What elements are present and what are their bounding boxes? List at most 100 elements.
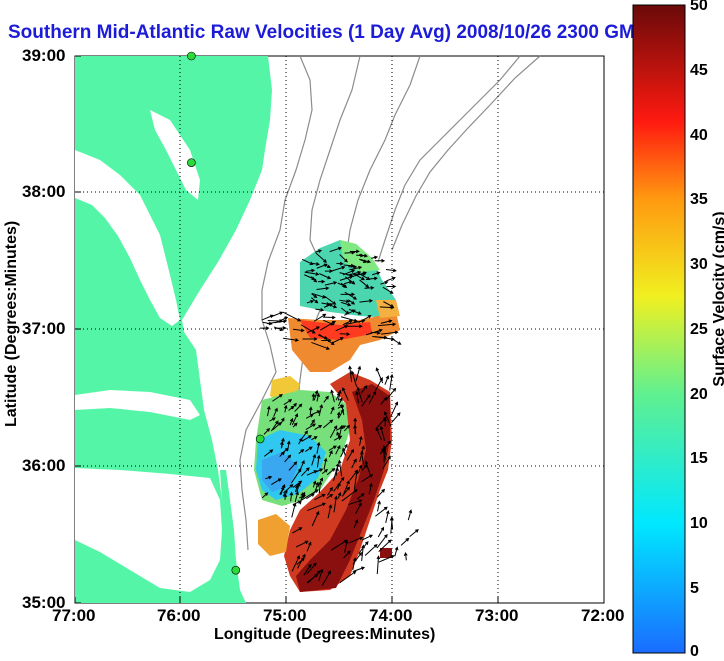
velocity-arrow — [339, 570, 357, 584]
velocity-arrow — [312, 480, 317, 488]
velocity-arrow — [383, 417, 388, 427]
velocity-arrow — [323, 395, 329, 403]
velocity-arrow — [291, 413, 299, 426]
velocity-arrow — [346, 448, 354, 461]
velocity-arrow — [302, 337, 318, 341]
map-title: Southern Mid-Atlantic Raw Velocities (1 … — [8, 22, 647, 43]
velocity-arrow — [314, 468, 324, 473]
bay-arm-north — [150, 110, 200, 200]
velocity-arrow — [330, 406, 335, 415]
velocity-arrow — [360, 384, 368, 394]
radar-station-marker — [231, 565, 241, 575]
velocity-arrow — [314, 493, 326, 501]
velocity-arrow — [386, 276, 396, 282]
velocity-arrow — [378, 554, 395, 563]
velocity-arrow — [327, 303, 338, 309]
velocity-arrow — [308, 406, 313, 415]
velocity-arrow — [318, 334, 329, 340]
velocity-arrow — [377, 526, 385, 538]
velocity-arrow — [296, 557, 305, 565]
velocity-arrow — [340, 292, 356, 297]
velocity-arrow — [275, 316, 289, 324]
velocity-arrow — [310, 419, 315, 426]
velocity-arrow — [407, 509, 413, 521]
velocity-arrow — [313, 313, 327, 322]
velocity-arrow — [260, 326, 270, 330]
velocity-arrow — [382, 286, 394, 294]
velocity-arrow — [326, 494, 334, 499]
velocity-arrow — [273, 326, 284, 332]
pamlico-sound — [75, 468, 222, 592]
velocity-arrow — [304, 274, 316, 281]
velocity-arrow — [344, 539, 349, 553]
velocity-arrow — [314, 424, 323, 431]
bathymetry-contours — [239, 55, 541, 551]
velocity-arrow — [272, 394, 283, 402]
velocity-arrow — [283, 399, 293, 406]
velocity-arrow — [305, 423, 317, 430]
velocity-arrow — [269, 417, 276, 422]
velocity-arrow — [394, 546, 399, 557]
colorbar-tick-label: 10 — [690, 515, 708, 532]
x-tick-label: 75:00 — [263, 606, 307, 625]
velocity-arrow — [273, 407, 278, 417]
velocity-arrow — [349, 249, 360, 254]
velocity-arrow — [331, 337, 344, 344]
velocity-arrow — [342, 480, 350, 496]
colorbar-tick-label: 20 — [690, 386, 708, 403]
velocity-arrow — [311, 393, 316, 401]
velocity-arrow — [322, 315, 336, 320]
velocity-arrow — [304, 446, 313, 452]
velocity-arrow — [378, 539, 392, 553]
velocity-arrow — [323, 457, 328, 470]
velocity-arrow — [340, 282, 348, 289]
velocity-arrow — [336, 411, 341, 418]
velocity-arrow — [356, 253, 365, 258]
velocity-arrow — [379, 305, 395, 310]
velocity-arrow — [311, 453, 317, 466]
velocity-arrow — [361, 534, 374, 541]
velocity-arrow — [306, 573, 319, 584]
velocity-arrow — [306, 299, 315, 304]
velocity-arrow — [270, 420, 279, 432]
velocity-arrow — [279, 417, 285, 425]
velocity-arrow — [311, 410, 321, 416]
velocity-arrow — [350, 370, 358, 387]
velocity-arrow — [400, 537, 410, 546]
velocity-arrow — [377, 500, 381, 512]
radar-stations — [187, 51, 265, 575]
velocity-arrow — [368, 482, 373, 495]
velocity-arrow — [344, 291, 358, 300]
velocity-arrow — [311, 341, 330, 350]
velocity-arrow — [403, 551, 408, 561]
velocity-arrow — [376, 533, 388, 549]
velocity-arrow — [330, 389, 335, 403]
colorbar-tick-label: 40 — [690, 127, 708, 144]
velocity-arrow — [283, 404, 288, 413]
velocity-arrow — [358, 435, 363, 446]
velocity-arrow — [374, 258, 386, 263]
velocity-arrow — [391, 337, 402, 345]
velocity-arrow — [382, 445, 387, 456]
velocity-arrow — [288, 405, 295, 411]
velocity-arrow — [360, 450, 364, 465]
velocity-arrow — [361, 474, 374, 483]
velocity-arrow — [338, 408, 344, 419]
velocity-arrow — [307, 502, 326, 512]
tick-marks — [74, 55, 605, 604]
velocity-field-south — [254, 372, 392, 592]
velocity-arrow — [292, 480, 303, 488]
colorbar-tick-label: 25 — [690, 321, 708, 338]
x-tick-label: 76:00 — [157, 606, 201, 625]
x-tick-label: 77:00 — [52, 606, 96, 625]
velocity-arrow — [318, 404, 324, 417]
velocity-arrow — [391, 412, 401, 424]
velocity-arrow — [344, 309, 356, 316]
y-tick-label: 37:00 — [22, 319, 66, 338]
velocity-arrow — [355, 390, 359, 404]
velocity-arrow — [301, 435, 313, 442]
velocity-arrow — [296, 482, 301, 493]
velocity-arrow — [299, 430, 308, 442]
velocity-arrow — [340, 301, 352, 307]
